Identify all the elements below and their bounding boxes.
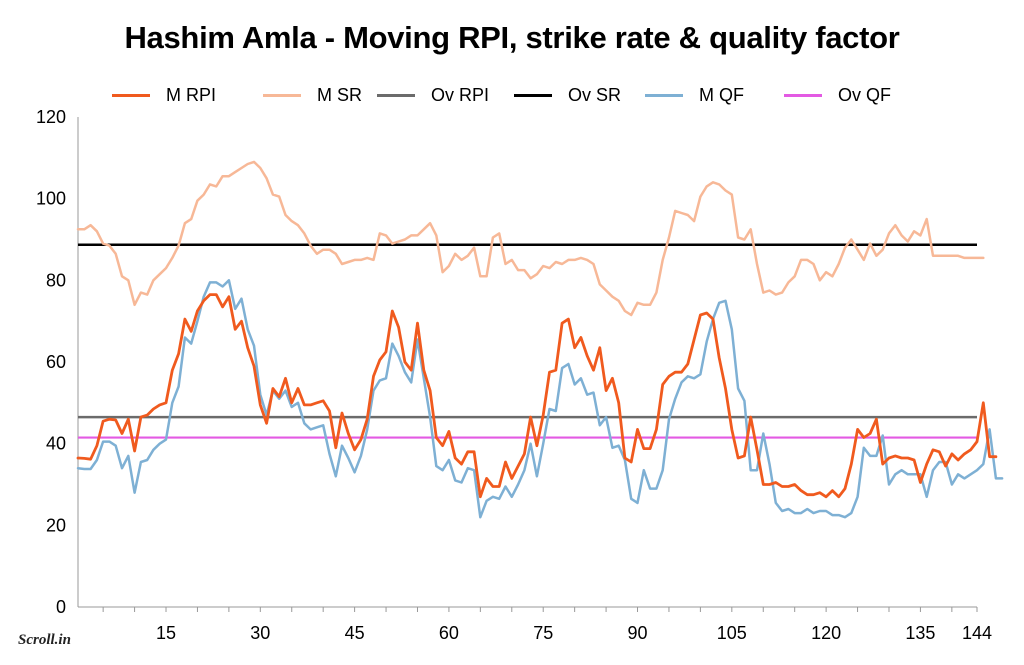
legend-swatch bbox=[514, 93, 552, 97]
legend-label: Ov RPI bbox=[431, 84, 490, 105]
series-line-m-rpi bbox=[76, 293, 998, 499]
legend-item-m-rpi: M RPI bbox=[112, 84, 216, 106]
legend-item-ov-sr: Ov SR bbox=[514, 84, 621, 106]
series-lines bbox=[76, 160, 1004, 519]
legend-swatch bbox=[112, 93, 150, 97]
legend-item-m-qf: M QF bbox=[645, 84, 744, 106]
chart-title: Hashim Amla - Moving RPI, strike rate & … bbox=[124, 20, 900, 55]
x-tick-label: 144 bbox=[962, 623, 992, 643]
series-line-m-qf bbox=[76, 279, 1004, 519]
series-line-m-sr bbox=[76, 160, 985, 317]
y-tick-label: 80 bbox=[46, 270, 66, 290]
legend-item-ov-qf: Ov QF bbox=[784, 84, 891, 106]
y-tick-label: 20 bbox=[46, 515, 66, 535]
x-tick-label: 90 bbox=[628, 623, 648, 643]
y-tick-label: 120 bbox=[36, 107, 66, 127]
legend-label: Ov QF bbox=[838, 84, 891, 105]
y-tick-label: 0 bbox=[56, 597, 66, 617]
legend-swatch bbox=[377, 93, 415, 97]
x-tick-label: 15 bbox=[156, 623, 176, 643]
legend-item-m-sr: M SR bbox=[263, 84, 362, 106]
scroll-logo: Scroll.in bbox=[18, 632, 71, 648]
legend-label: M RPI bbox=[166, 84, 217, 105]
legend-swatch bbox=[784, 93, 822, 97]
y-tick-label: 100 bbox=[36, 189, 66, 209]
x-tick-label: 105 bbox=[717, 623, 747, 643]
y-tick-label: 60 bbox=[46, 352, 66, 372]
x-tick-label: 45 bbox=[345, 623, 365, 643]
x-tick-label: 30 bbox=[250, 623, 270, 643]
legend-label: M QF bbox=[699, 84, 744, 105]
x-tick-label: 135 bbox=[905, 623, 935, 643]
x-tick-label: 60 bbox=[439, 623, 459, 643]
legend-label: Ov SR bbox=[568, 84, 622, 105]
legend-swatch bbox=[263, 93, 301, 97]
x-tick-label: 75 bbox=[533, 623, 553, 643]
x-tick-label: 120 bbox=[811, 623, 841, 643]
legend: M RPI M SR Ov RPI Ov SR M QF Ov QF bbox=[0, 84, 1024, 106]
y-tick-label: 40 bbox=[46, 434, 66, 454]
legend-item-ov-rpi: Ov RPI bbox=[377, 84, 489, 106]
legend-label: M SR bbox=[317, 84, 362, 105]
legend-swatch bbox=[645, 93, 683, 97]
axes: 0 20 40 60 80 100 120 15 30 45 60 75 90 105 120 135 144 bbox=[36, 107, 992, 643]
